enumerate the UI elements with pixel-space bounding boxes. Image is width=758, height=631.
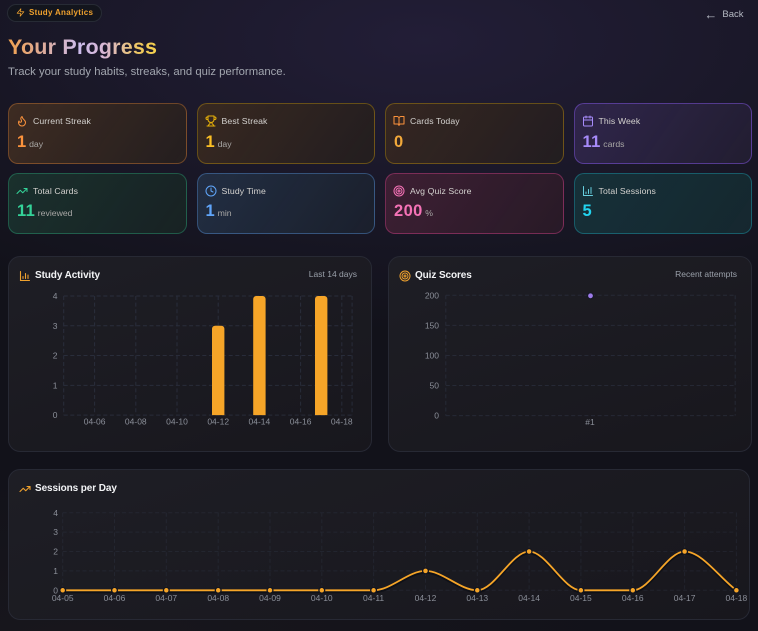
svg-text:0: 0: [434, 411, 439, 421]
svg-text:04-14: 04-14: [518, 593, 540, 603]
svg-text:1: 1: [53, 380, 58, 390]
svg-text:4: 4: [53, 291, 58, 301]
svg-text:4: 4: [53, 508, 58, 518]
svg-text:0: 0: [53, 410, 58, 420]
svg-text:04-07: 04-07: [155, 593, 177, 603]
svg-text:04-06: 04-06: [104, 593, 126, 603]
svg-text:1: 1: [53, 566, 58, 576]
svg-text:04-09: 04-09: [259, 593, 281, 603]
svg-text:04-11: 04-11: [363, 593, 384, 603]
svg-text:200: 200: [425, 290, 439, 300]
svg-text:04-13: 04-13: [466, 593, 488, 603]
svg-text:150: 150: [425, 321, 439, 331]
svg-text:50: 50: [430, 381, 440, 391]
svg-text:04-17: 04-17: [674, 593, 696, 603]
svg-text:04-08: 04-08: [207, 593, 229, 603]
svg-text:2: 2: [53, 547, 58, 557]
svg-text:04-18: 04-18: [331, 417, 353, 427]
svg-text:04-12: 04-12: [207, 417, 229, 427]
svg-text:04-16: 04-16: [290, 417, 312, 427]
svg-text:04-16: 04-16: [622, 593, 644, 603]
svg-text:04-08: 04-08: [125, 417, 147, 427]
svg-text:100: 100: [425, 351, 439, 361]
svg-text:04-14: 04-14: [249, 417, 271, 427]
svg-text:04-06: 04-06: [84, 417, 106, 427]
svg-text:04-05: 04-05: [52, 593, 74, 603]
svg-text:3: 3: [53, 527, 58, 537]
svg-text:2: 2: [53, 351, 58, 361]
svg-text:04-15: 04-15: [570, 593, 592, 603]
svg-text:#1: #1: [585, 417, 595, 427]
svg-text:04-10: 04-10: [311, 593, 333, 603]
svg-text:3: 3: [53, 321, 58, 331]
svg-text:04-18: 04-18: [726, 593, 748, 603]
svg-text:0: 0: [53, 585, 58, 595]
svg-text:04-12: 04-12: [415, 593, 437, 603]
svg-text:04-10: 04-10: [166, 417, 188, 427]
